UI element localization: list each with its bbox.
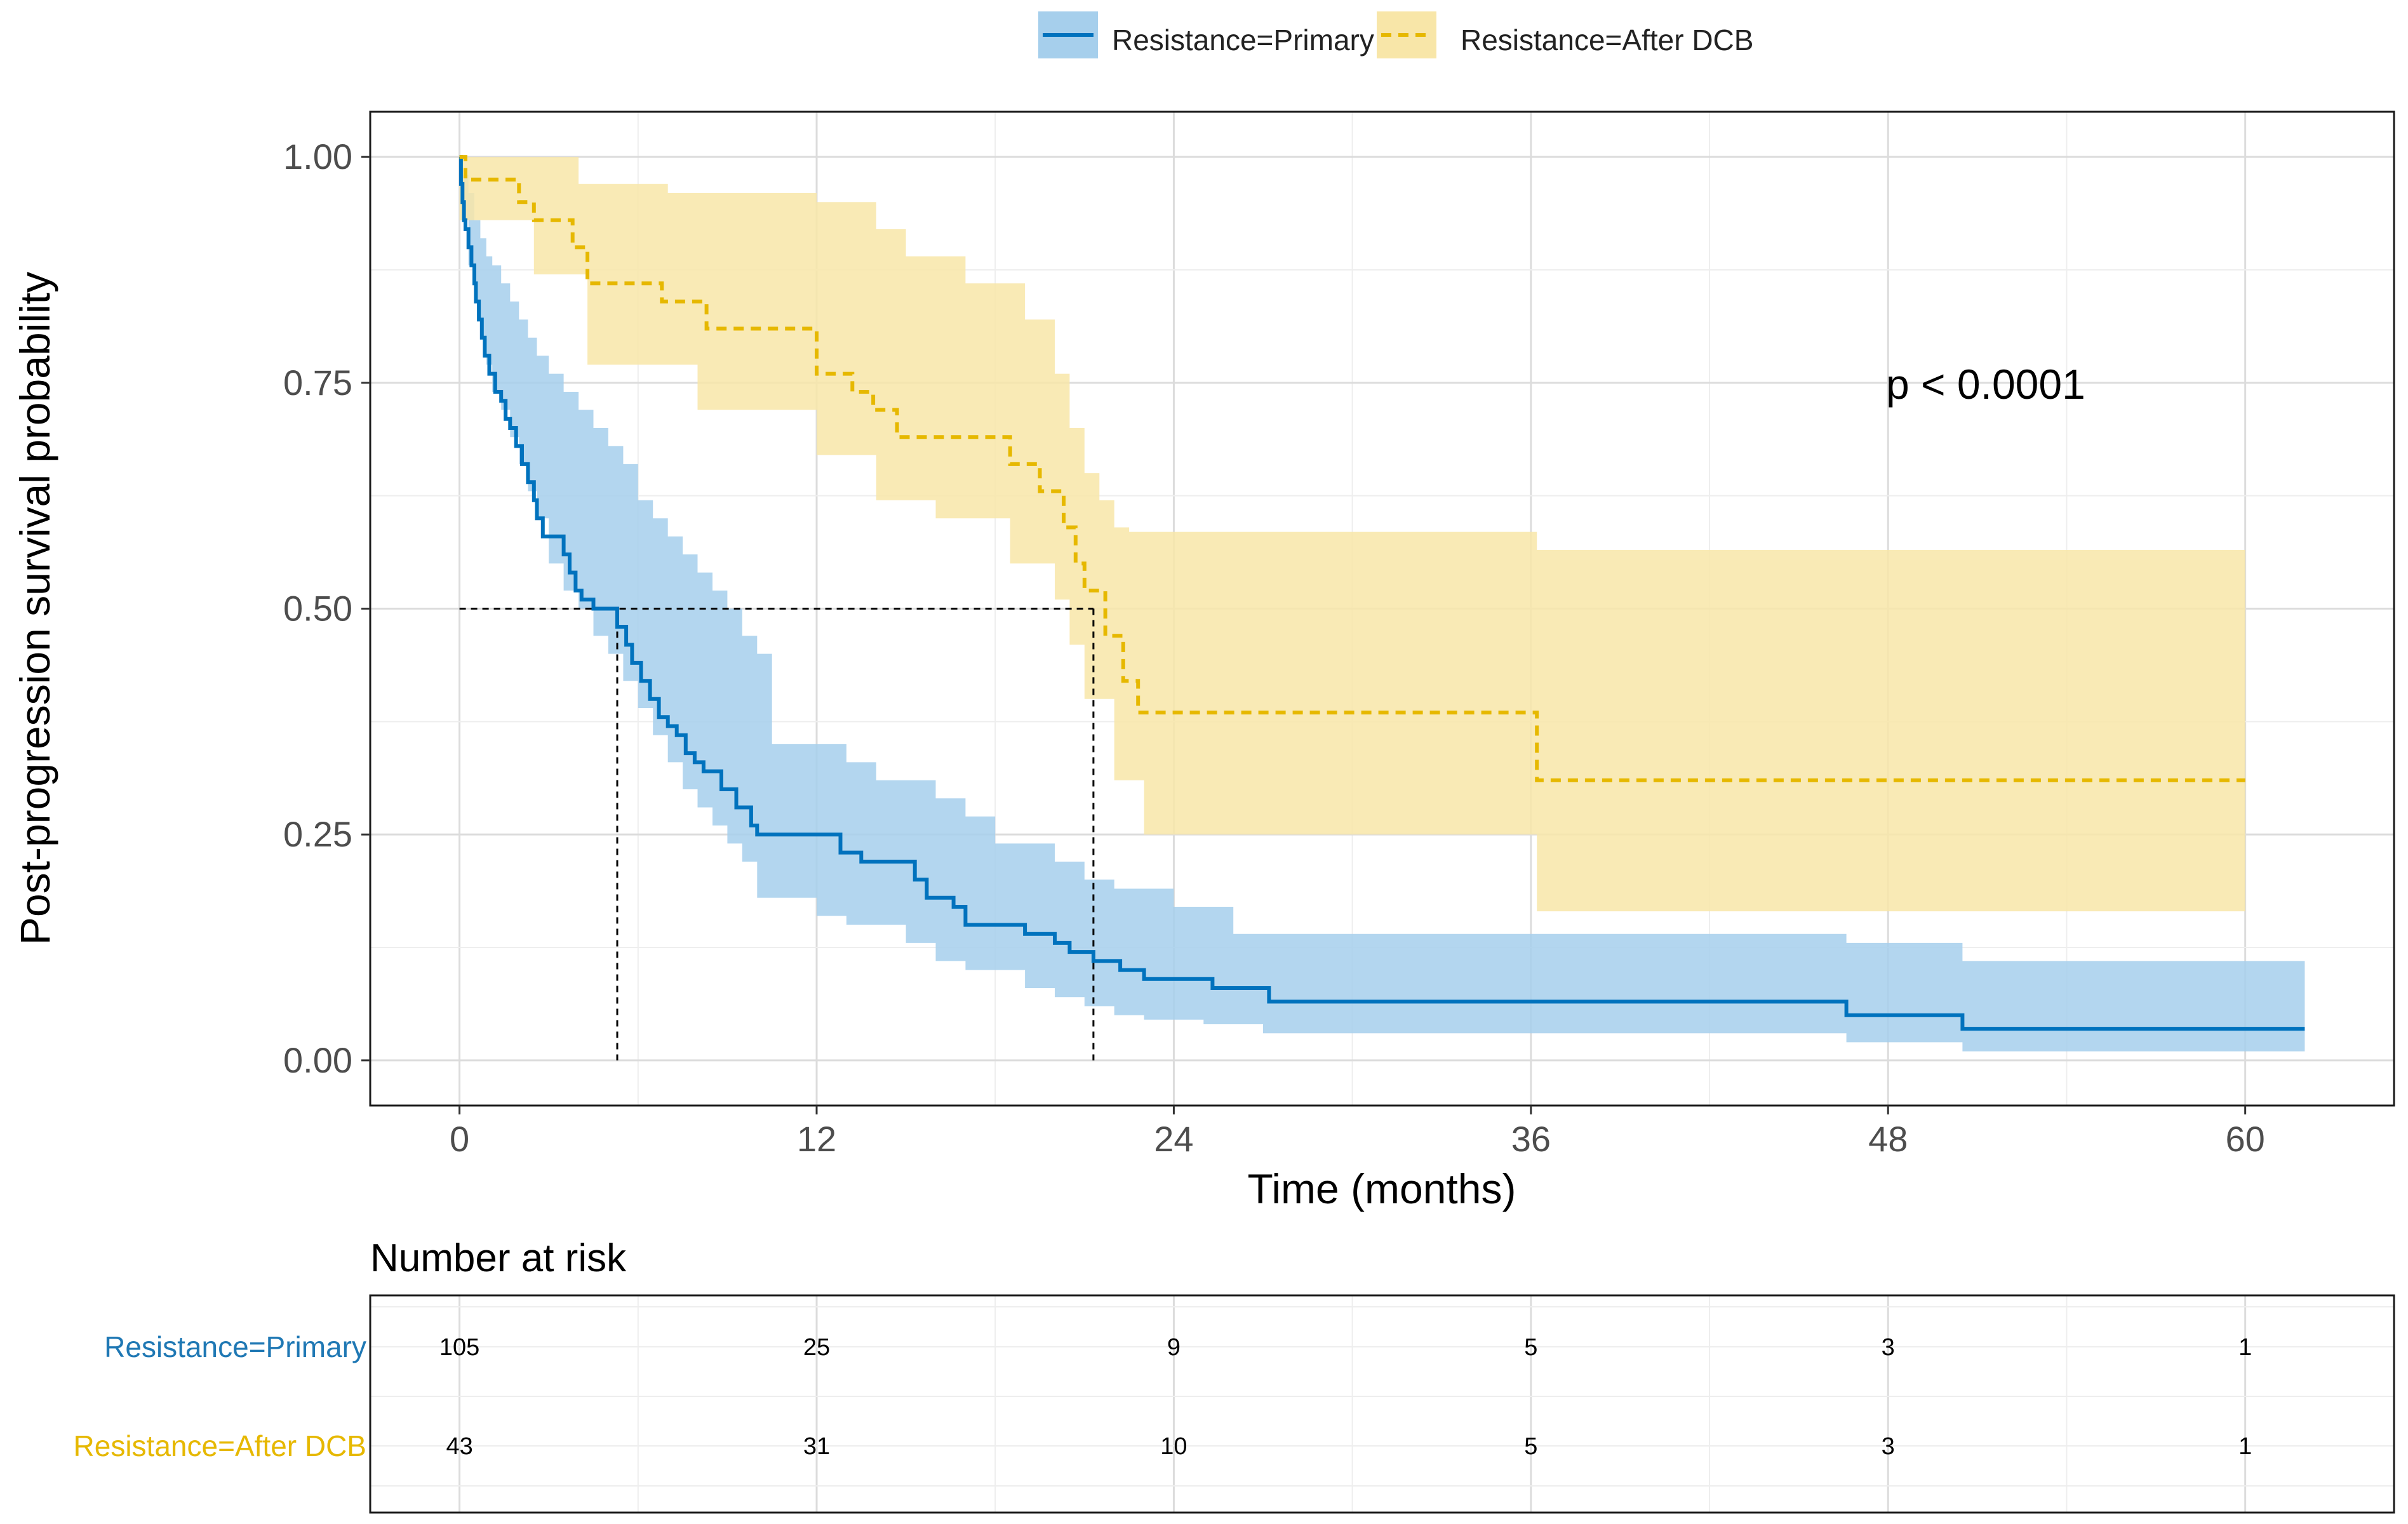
y-axis: 0.00 0.25 0.50 0.75 1.00 bbox=[283, 137, 370, 1080]
x-axis-title: Time (months) bbox=[1248, 1165, 1516, 1212]
confidence-band-primary bbox=[459, 157, 2305, 1052]
y-tick-label: 0.75 bbox=[283, 363, 352, 403]
median-lines bbox=[459, 608, 1095, 1060]
x-tick-label: 36 bbox=[1511, 1119, 1551, 1159]
risk-count: 10 bbox=[1160, 1433, 1187, 1460]
risk-count: 25 bbox=[803, 1334, 830, 1361]
risk-count: 1 bbox=[2238, 1433, 2252, 1460]
y-tick-label: 1.00 bbox=[283, 137, 352, 177]
risk-count: 3 bbox=[1882, 1334, 1895, 1361]
y-tick-label: 0.25 bbox=[283, 814, 352, 854]
x-tick-label: 60 bbox=[2226, 1119, 2265, 1159]
survival-curve-after-dcb bbox=[459, 155, 2245, 782]
survival-curve-primary bbox=[458, 155, 2305, 1031]
plot-panel: p < 0.0001 bbox=[369, 110, 2395, 1107]
legend-item-after-dcb: Resistance=After DCB bbox=[1377, 11, 1753, 58]
x-axis: 0 12 24 36 48 60 bbox=[450, 1106, 2265, 1159]
risk-count: 5 bbox=[1524, 1433, 1537, 1460]
risk-table-border bbox=[369, 1294, 2395, 1514]
survival-curves bbox=[458, 155, 2305, 1031]
x-tick-label: 0 bbox=[450, 1119, 469, 1159]
risk-count: 43 bbox=[446, 1433, 472, 1460]
p-value-annotation: p < 0.0001 bbox=[1886, 361, 2085, 408]
risk-count: 3 bbox=[1882, 1433, 1895, 1460]
risk-table-background bbox=[370, 1295, 2394, 1513]
x-tick-label: 48 bbox=[1868, 1119, 1908, 1159]
risk-row-label: Resistance=After DCB bbox=[74, 1429, 366, 1462]
risk-row-label: Resistance=Primary bbox=[104, 1330, 366, 1363]
risk-count: 31 bbox=[803, 1433, 830, 1460]
x-tick-label: 24 bbox=[1154, 1119, 1193, 1159]
risk-count: 9 bbox=[1167, 1334, 1181, 1361]
risk-table: Number at risk Resistance=Primary 105 25 9 5… bbox=[74, 1236, 2395, 1514]
risk-count: 1 bbox=[2238, 1334, 2252, 1361]
x-tick-label: 12 bbox=[797, 1119, 836, 1159]
risk-table-title: Number at risk bbox=[370, 1236, 627, 1280]
legend-item-primary: Resistance=Primary bbox=[1038, 11, 1374, 58]
legend-label-primary: Resistance=Primary bbox=[1112, 23, 1374, 57]
confidence-band-after-dcb bbox=[459, 157, 2245, 912]
legend: Resistance=Primary Resistance=After DCB bbox=[1038, 11, 1753, 58]
y-tick-label: 0.50 bbox=[283, 589, 352, 629]
risk-table-body: Resistance=Primary 105 25 9 5 3 1Resistance=Af… bbox=[74, 1330, 2252, 1462]
risk-table-grid bbox=[370, 1295, 2394, 1513]
y-tick-label: 0.00 bbox=[283, 1040, 352, 1080]
y-axis-title: Post-progression survival probability bbox=[11, 272, 58, 945]
confidence-bands bbox=[459, 157, 2305, 1052]
risk-count: 5 bbox=[1524, 1334, 1537, 1361]
risk-count: 105 bbox=[439, 1334, 479, 1361]
legend-label-after-dcb: Resistance=After DCB bbox=[1461, 23, 1753, 57]
